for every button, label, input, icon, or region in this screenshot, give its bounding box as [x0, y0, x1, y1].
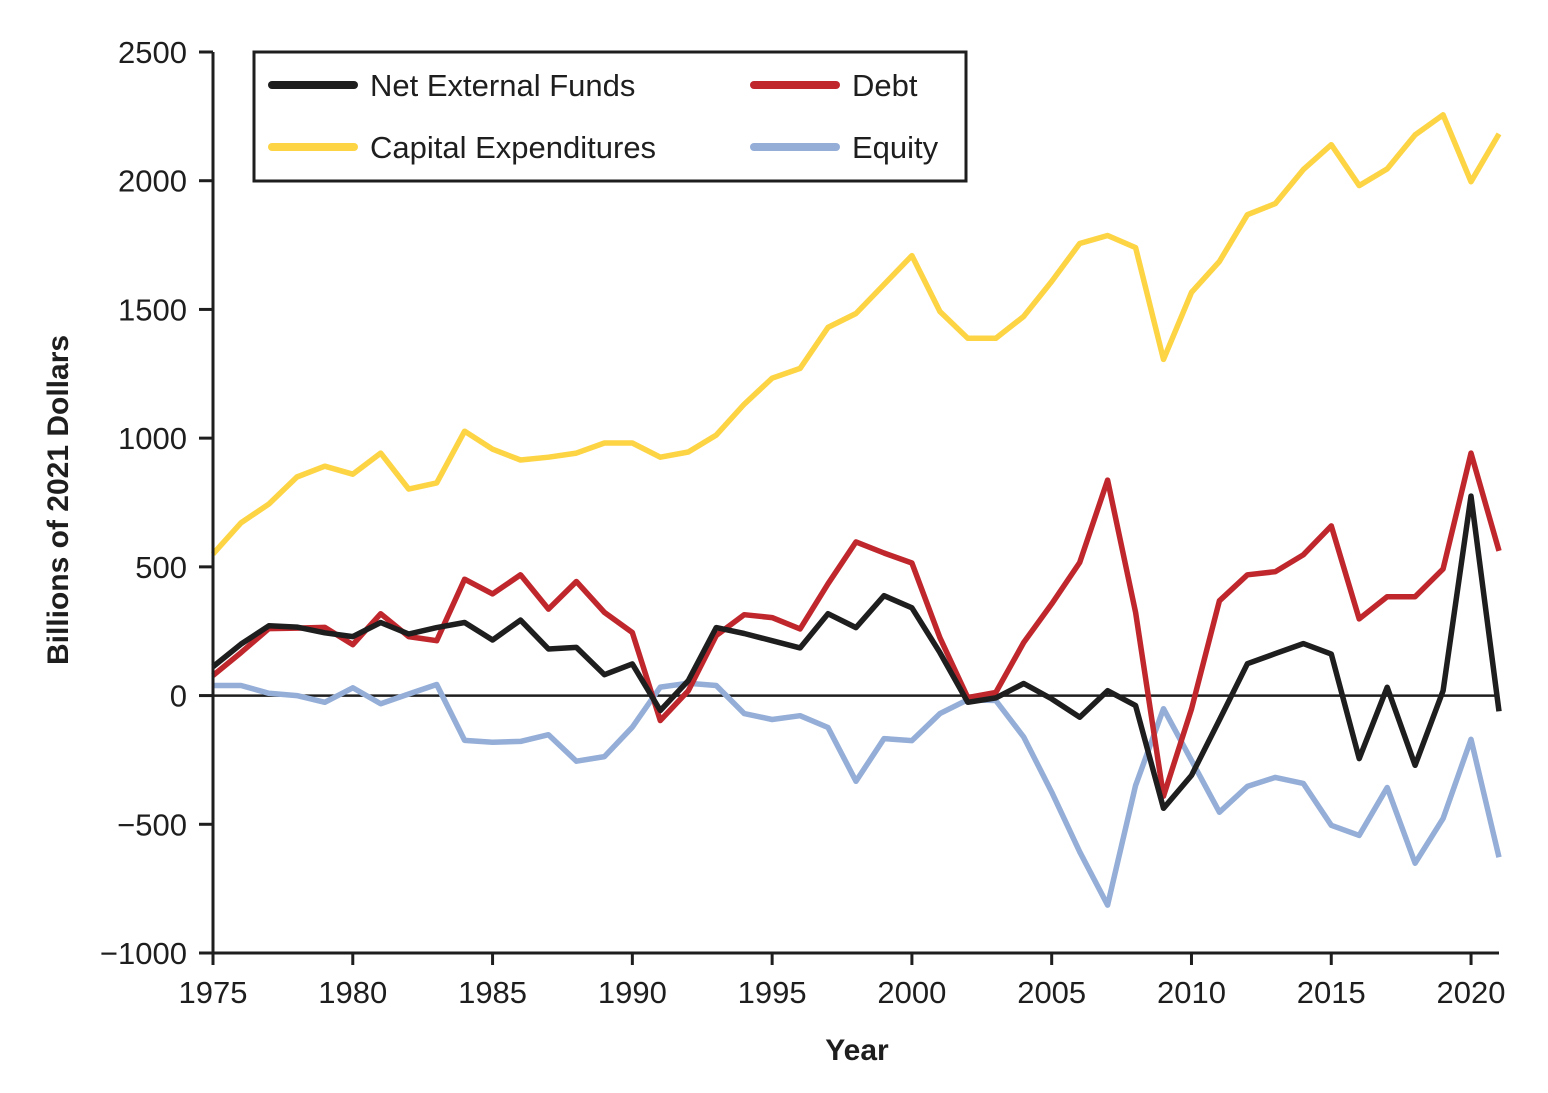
x-tick-label: 1980 — [318, 975, 387, 1010]
x-tick-label: 2015 — [1297, 975, 1366, 1010]
x-tick-label: 2010 — [1157, 975, 1226, 1010]
series-line-equity — [213, 680, 1502, 908]
legend-item-equity: Equity — [750, 130, 939, 165]
y-tick-label: −1000 — [100, 936, 187, 971]
series-line-capital-expenditures — [210, 112, 1502, 556]
y-tick-label: −500 — [117, 807, 187, 842]
legend-label: Capital Expenditures — [370, 130, 656, 165]
y-tick-label: 1500 — [118, 292, 187, 327]
y-tick-label: 1000 — [118, 421, 187, 456]
series-equity — [213, 680, 1502, 908]
legend-label: Debt — [852, 68, 918, 103]
x-tick-label: 2020 — [1437, 975, 1506, 1010]
x-ticks: 1975 1980 1985 1990 1995 2000 2005 2010 2015 2020 — [179, 953, 1506, 1010]
x-axis-title: Year — [825, 1034, 889, 1067]
y-axis-title: Billions of 2021 Dollars — [42, 335, 75, 665]
legend-item-capital-expenditures: Capital Expenditures — [268, 130, 656, 165]
x-tick-label: 1975 — [179, 975, 248, 1010]
series-layer — [210, 112, 1502, 908]
series-debt — [211, 450, 1502, 799]
legend: Net External Funds Debt Capital Expenditur… — [252, 50, 968, 183]
y-tick-label: 2000 — [118, 164, 187, 199]
legend-item-net-external-funds: Net External Funds — [268, 68, 635, 103]
x-tick-label: 2000 — [877, 975, 946, 1010]
series-line-debt — [211, 450, 1502, 799]
series-net-external-funds — [211, 493, 1502, 812]
y-tick-label: 500 — [135, 550, 187, 585]
legend-box — [252, 50, 968, 183]
legend-items: Net External Funds Debt Capital Expenditur… — [268, 68, 939, 165]
y-tick-label: 0 — [170, 679, 187, 714]
series-line-net-external-funds — [211, 493, 1502, 812]
legend-label: Net External Funds — [370, 68, 635, 103]
y-ticks: −1000 −500 0 500 1000 1500 2000 2500 — [100, 35, 213, 971]
y-tick-label: 2500 — [118, 35, 187, 70]
x-tick-label: 1995 — [738, 975, 807, 1010]
axes-layer — [199, 52, 1499, 965]
x-tick-label: 2005 — [1017, 975, 1086, 1010]
legend-label: Equity — [852, 130, 939, 165]
x-tick-label: 1985 — [458, 975, 527, 1010]
series-capital-expenditures — [210, 112, 1502, 556]
legend-item-debt: Debt — [750, 68, 918, 103]
x-tick-label: 1990 — [598, 975, 667, 1010]
